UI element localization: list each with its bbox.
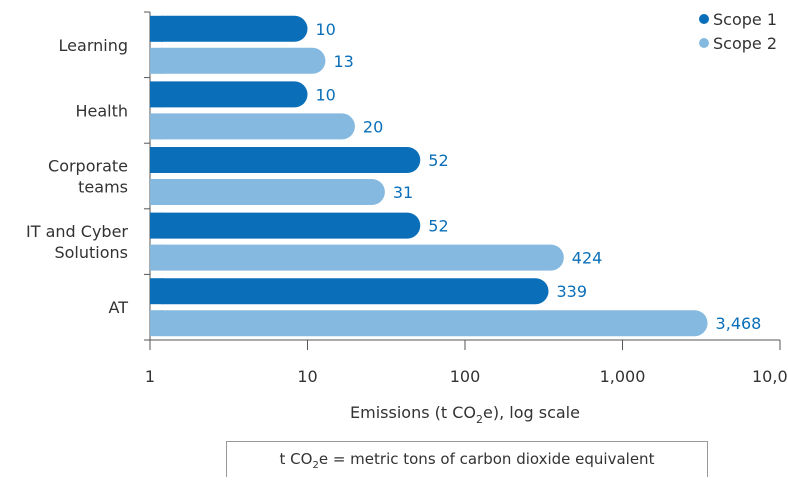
- category-label: Corporate: [48, 157, 128, 176]
- bar: [150, 113, 355, 140]
- data-label: 10: [316, 20, 336, 39]
- legend-label: Scope 1: [713, 10, 777, 29]
- x-label-sub: 2: [476, 413, 483, 426]
- unit-note-pre: t CO: [279, 450, 313, 468]
- legend-label: Scope 2: [713, 34, 777, 53]
- bar: [150, 147, 421, 173]
- bar-base: [150, 147, 163, 173]
- unit-note-post: e = metric tons of carbon dioxide equiva…: [318, 450, 655, 468]
- bar: [150, 212, 421, 239]
- category-label: Learning: [59, 36, 128, 55]
- bar: [150, 179, 385, 205]
- unit-note-sub: 2: [312, 460, 319, 471]
- labels: 1 10 100 1,000 10,000 Learning 10 13 Health 10 20 C…: [26, 20, 788, 386]
- bar-base: [150, 179, 163, 205]
- x-label-main: Emissions (t CO: [350, 403, 476, 422]
- bar: [150, 310, 708, 337]
- data-label: 10: [316, 85, 336, 104]
- x-tick-label: 10,000: [752, 367, 788, 386]
- x-tick-label: 10: [297, 367, 317, 386]
- bar: [150, 244, 564, 271]
- bar-base: [150, 244, 163, 271]
- bar-base: [150, 278, 163, 305]
- data-label: 13: [333, 52, 353, 71]
- x-label-rest: e), log scale: [483, 403, 580, 422]
- bar: [150, 278, 549, 305]
- legend-swatch: [699, 38, 709, 48]
- category-label: AT: [109, 298, 129, 317]
- category-label: Health: [75, 101, 128, 120]
- legend-swatch: [699, 14, 709, 24]
- emissions-chart: 1 10 100 1,000 10,000 Learning 10 13 Health 10 20 C…: [26, 10, 788, 426]
- data-label: 31: [393, 183, 413, 202]
- data-label: 3,468: [716, 314, 762, 333]
- bar: [150, 47, 326, 74]
- unit-note: t CO2e = metric tons of carbon dioxide e…: [226, 441, 708, 477]
- category-label: IT and Cyber: [26, 222, 128, 241]
- data-label: 20: [363, 117, 383, 136]
- category-label: Solutions: [54, 243, 128, 262]
- bar: [150, 81, 308, 108]
- bar-base: [150, 113, 163, 140]
- data-label: 339: [557, 282, 588, 301]
- bar-base: [150, 47, 163, 74]
- data-label: 52: [428, 217, 448, 236]
- x-tick-label: 1: [145, 367, 155, 386]
- bar-base: [150, 212, 163, 239]
- data-label: 424: [572, 249, 603, 268]
- bars: [150, 15, 708, 337]
- bar-base: [150, 81, 163, 108]
- bar-base: [150, 15, 163, 42]
- x-axis-label: Emissions (t CO2e), log scale: [350, 403, 580, 426]
- data-label: 52: [428, 151, 448, 170]
- x-tick-label: 1,000: [600, 367, 646, 386]
- x-tick-label: 100: [450, 367, 481, 386]
- bar-base: [150, 310, 163, 337]
- bar: [150, 15, 308, 42]
- category-label: teams: [78, 178, 128, 197]
- legend: Scope 1 Scope 2: [699, 10, 777, 53]
